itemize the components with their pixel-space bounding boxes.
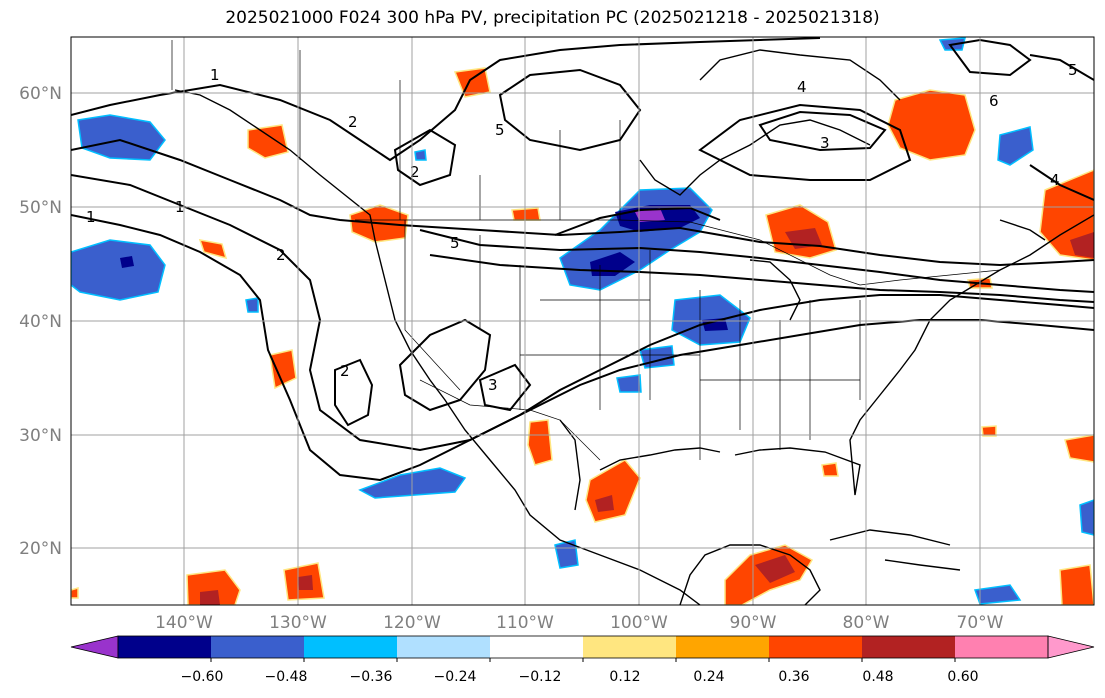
- contour-label: 6: [989, 92, 999, 110]
- pv-contours: [71, 37, 1094, 482]
- lon-label: 100°W: [610, 613, 668, 633]
- contour-label: 5: [495, 121, 505, 139]
- lat-label: 30°N: [19, 426, 62, 446]
- colorbar-swatch: [862, 636, 956, 658]
- precip-negative-shading: [71, 37, 1094, 605]
- contour-label: 5: [450, 234, 460, 252]
- gridlines: [71, 37, 1094, 605]
- colorbar-swatch: [769, 636, 863, 658]
- colorbar-tick-label: 0.36: [778, 669, 809, 685]
- colorbar-tick-label: −0.48: [265, 669, 308, 685]
- contour-label: 4: [1050, 171, 1060, 189]
- lon-label: 140°W: [155, 613, 213, 633]
- colorbar-extend-low: [70, 635, 119, 659]
- colorbar-tick-label: −0.60: [181, 669, 224, 685]
- lat-label: 20°N: [19, 539, 62, 559]
- colorbar-tick-label: −0.12: [519, 669, 562, 685]
- contour-label: 2: [276, 246, 286, 264]
- colorbar-tick-label: 0.24: [693, 669, 724, 685]
- coastlines: [174, 49, 1094, 605]
- colorbar: [70, 635, 1095, 662]
- lat-label: 50°N: [19, 198, 62, 218]
- colorbar-tick-label: −0.24: [434, 669, 477, 685]
- colorbar-swatch: [118, 636, 212, 658]
- colorbar-tick-label: 0.48: [862, 669, 893, 685]
- contour-label: 2: [410, 163, 420, 181]
- contour-label: 2: [348, 113, 358, 131]
- latitude-labels: 60°N 50°N 40°N 30°N 20°N: [19, 84, 62, 559]
- colorbar-swatch: [955, 636, 1049, 658]
- lon-label: 110°W: [496, 613, 554, 633]
- colorbar-tick-labels: −0.60 −0.48 −0.36 −0.24 −0.12 0.12 0.24 …: [181, 669, 979, 685]
- contour-label: 2: [340, 362, 350, 380]
- colorbar-tick-label: 0.12: [609, 669, 640, 685]
- colorbar-tick-label: −0.36: [350, 669, 393, 685]
- colorbar-swatch: [490, 636, 584, 658]
- contour-label: 3: [820, 134, 830, 152]
- map-title: 2025021000 F024 300 hPa PV, precipitatio…: [225, 8, 880, 28]
- colorbar-swatch: [583, 636, 677, 658]
- longitude-labels: 140°W 130°W 120°W 110°W 100°W 90°W 80°W …: [155, 613, 1004, 633]
- lon-label: 90°W: [730, 613, 777, 633]
- map-frame: [70, 36, 1095, 606]
- contour-label: 1: [210, 66, 220, 84]
- colorbar-swatch: [304, 636, 398, 658]
- lon-label: 80°W: [843, 613, 890, 633]
- contour-label: 3: [488, 376, 498, 394]
- colorbar-tick-label: 0.60: [947, 669, 978, 685]
- lon-label: 120°W: [383, 613, 441, 633]
- lat-label: 40°N: [19, 312, 62, 332]
- lat-label: 60°N: [19, 84, 62, 104]
- colorbar-swatch: [211, 636, 305, 658]
- lon-label: 130°W: [269, 613, 327, 633]
- colorbar-swatch: [397, 636, 491, 658]
- pv-contour-labels: 1 1 1 2 2 2 2 3 3 4 4 5 5 5 6: [86, 61, 1078, 394]
- precip-positive-shading: [71, 67, 1094, 605]
- colorbar-extend-high: [1047, 635, 1095, 659]
- contour-label: 1: [86, 208, 96, 226]
- contour-label: 5: [1068, 61, 1078, 79]
- colorbar-swatch: [676, 636, 770, 658]
- contour-label: 4: [797, 78, 807, 96]
- lon-label: 70°W: [957, 613, 1004, 633]
